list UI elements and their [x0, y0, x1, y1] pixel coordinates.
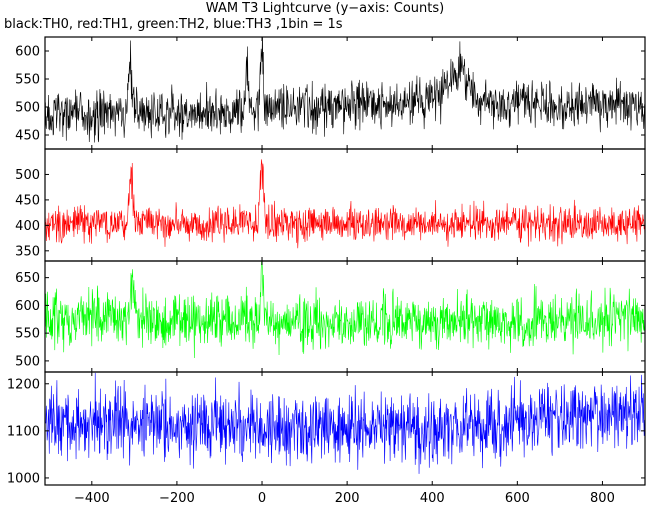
x-tick-label: 400 [420, 491, 445, 505]
chart-subtitle: black:TH0, red:TH1, green:TH2, blue:TH3 … [4, 17, 343, 32]
y-tick-label: 500 [15, 101, 40, 116]
y-tick-label: 600 [15, 299, 40, 314]
x-tick-label: 0 [258, 491, 266, 505]
series-th1 [45, 159, 645, 249]
series-th2 [45, 261, 645, 358]
y-tick-label: 450 [15, 193, 40, 208]
y-tick-label: 500 [15, 354, 40, 369]
chart-title: WAM T3 Lightcurve (y−axis: Counts) [205, 1, 445, 16]
y-tick-label: 1200 [7, 377, 40, 392]
y-tick-label: 400 [15, 219, 40, 234]
panel-frame-th3 [44, 371, 646, 486]
x-tick-label: 200 [335, 491, 360, 505]
panel-frame-th1 [44, 148, 646, 262]
x-tick-label: −400 [74, 491, 110, 505]
y-tick-label: 550 [15, 73, 40, 88]
y-tick-label: 650 [15, 271, 40, 286]
series-th3 [45, 372, 645, 474]
x-tick-label: 600 [505, 491, 530, 505]
y-tick-label: 550 [15, 327, 40, 342]
y-tick-label: 1100 [7, 424, 40, 439]
y-tick-label: 1000 [7, 471, 40, 486]
y-tick-label: 600 [15, 45, 40, 60]
x-tick-label: 800 [590, 491, 615, 505]
y-tick-label: 450 [15, 129, 40, 144]
y-tick-label: 350 [15, 244, 40, 259]
series-th0 [45, 37, 645, 143]
x-tick-label: −200 [159, 491, 195, 505]
y-tick-label: 500 [15, 168, 40, 183]
